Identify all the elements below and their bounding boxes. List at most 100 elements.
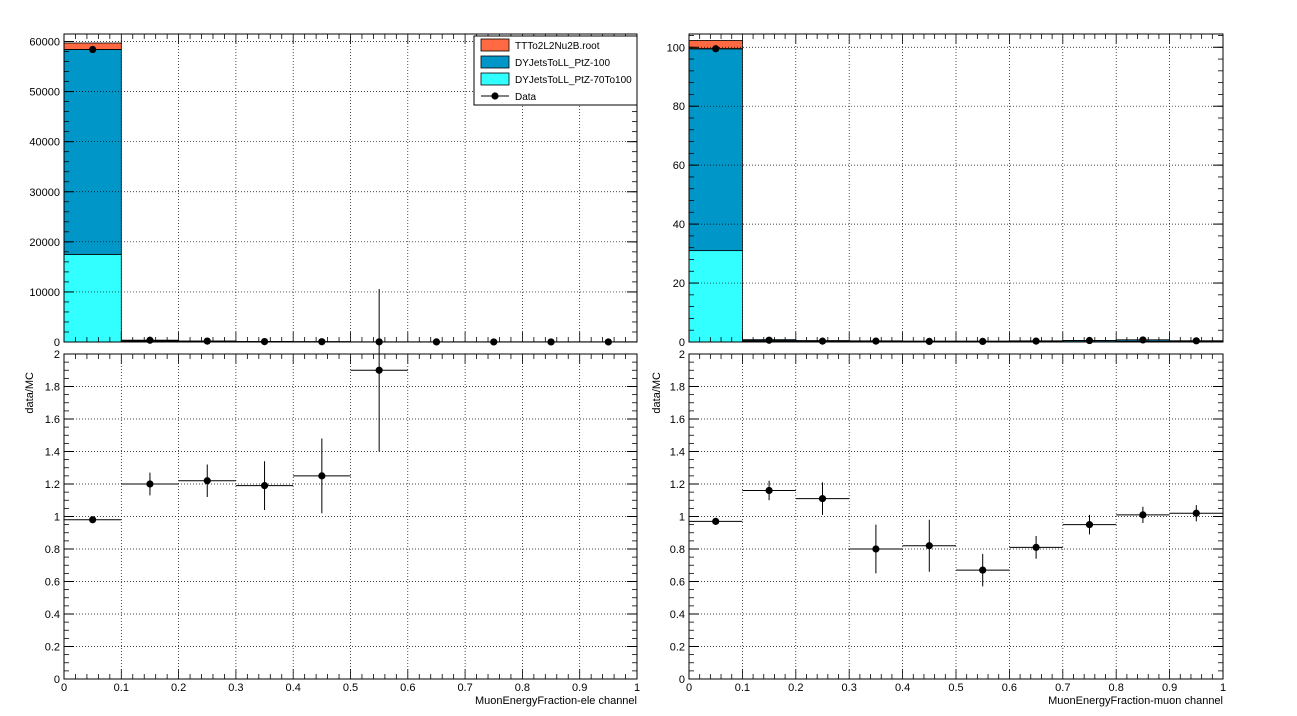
xtick-label-ratio: 1	[1220, 682, 1226, 694]
y-axis-title: data/MC	[24, 372, 36, 414]
ytick-label-ratio: 1.8	[670, 382, 685, 394]
xtick-label-ratio: 0	[686, 682, 692, 694]
legend-swatch-0	[480, 38, 510, 52]
ytick-label-ratio: 1	[679, 512, 685, 524]
ytick-label-top: 50000	[29, 87, 60, 99]
data-point-top	[979, 337, 987, 346]
ytick-label-ratio: 1.2	[45, 479, 60, 491]
xtick-label-ratio: 0.5	[343, 682, 358, 694]
xtick-label-ratio: 0.2	[171, 682, 186, 694]
ytick-label-top: 40000	[29, 137, 60, 149]
legend-swatch-1	[480, 55, 510, 69]
data-point-top	[1192, 337, 1200, 345]
ratio-point	[89, 516, 97, 524]
bar-0-0-0	[63, 253, 122, 343]
bar-2-1-0	[688, 48, 743, 252]
bar-0-1-0	[63, 49, 122, 255]
legend-label-2: DYJetsToLL_PtZ-70To100	[515, 75, 632, 86]
xtick-label-ratio: 0	[61, 682, 67, 694]
xtick-label-ratio: 0.8	[515, 682, 530, 694]
ytick-label-top: 20000	[29, 237, 60, 249]
data-point-top	[712, 45, 720, 53]
ytick-label-top: 80	[673, 101, 685, 113]
y-axis-title: data/MC	[651, 372, 663, 414]
xtick-label-ratio: 0.5	[948, 682, 963, 694]
data-point-top	[818, 337, 827, 345]
ratio-point	[765, 486, 773, 495]
bar-2-0-0	[688, 250, 743, 343]
data-point-top	[89, 45, 97, 54]
ytick-label-ratio: 0.2	[670, 642, 685, 654]
ratio-point	[1192, 509, 1200, 517]
ytick-label-ratio: 0.6	[45, 577, 60, 589]
ytick-label-ratio: 1.6	[45, 414, 60, 426]
ytick-label-top: 0	[54, 337, 60, 349]
data-point-top	[872, 337, 880, 345]
xtick-label-ratio: 0.8	[1109, 682, 1124, 694]
legend-label-0: TTTo2L2Nu2B.root	[515, 41, 600, 52]
ytick-label-ratio: 1.4	[45, 447, 60, 459]
ytick-label-ratio: 1.8	[45, 382, 60, 394]
data-point-top	[490, 338, 498, 346]
ytick-label-top: 60	[673, 160, 685, 172]
ytick-label-top: 10000	[29, 287, 60, 299]
ratio-point	[818, 495, 827, 503]
ytick-label-ratio: 2	[54, 349, 60, 361]
xtick-label-ratio: 1	[634, 682, 640, 694]
data-point-top	[1032, 337, 1040, 345]
ytick-label-ratio: 1	[54, 512, 60, 524]
x-axis-title: MuonEnergyFraction-ele channel	[475, 695, 637, 707]
xtick-label-ratio: 0.3	[842, 682, 857, 694]
data-point-top	[765, 336, 773, 344]
xtick-label-ratio: 0.6	[1002, 682, 1017, 694]
data-point-top	[432, 338, 441, 346]
ytick-label-ratio: 1.2	[670, 479, 685, 491]
xtick-label-ratio: 0.1	[114, 682, 129, 694]
legend-label-1: DYJetsToLL_PtZ-100	[515, 58, 610, 69]
data-point-top	[146, 336, 154, 344]
xtick-label-ratio: 0.7	[1055, 682, 1070, 694]
data-point-top	[203, 337, 211, 345]
ratio-point	[925, 542, 933, 550]
ytick-label-top: 40	[673, 219, 685, 231]
ratio-point	[1032, 543, 1040, 551]
ratio-point	[872, 545, 880, 553]
ratio-point	[1139, 511, 1147, 519]
ytick-label-ratio: 0.8	[45, 544, 60, 556]
xtick-label-ratio: 0.4	[895, 682, 910, 694]
xtick-label-ratio: 0.2	[788, 682, 803, 694]
ytick-label-top: 20	[673, 278, 685, 290]
ytick-label-top: 0	[679, 337, 685, 349]
ytick-label-ratio: 1.4	[670, 447, 685, 459]
ratio-point	[979, 566, 987, 574]
ytick-label-ratio: 0.4	[45, 609, 60, 621]
ytick-label-top: 100	[667, 42, 685, 54]
data-point-top	[1139, 336, 1147, 344]
data-point-top	[260, 337, 269, 346]
ytick-label-top: 30000	[29, 187, 60, 199]
ratio-point	[203, 477, 211, 485]
ytick-label-ratio: 0	[54, 674, 60, 686]
ytick-label-ratio: 1.6	[670, 414, 685, 426]
legend-swatch-2	[480, 72, 510, 86]
xtick-label-ratio: 0.9	[572, 682, 587, 694]
legend-marker-data	[491, 92, 499, 100]
ytick-label-ratio: 0.2	[45, 642, 60, 654]
data-point-top	[318, 338, 326, 346]
ytick-label-ratio: 0.6	[670, 577, 685, 589]
ratio-point	[318, 472, 326, 480]
xtick-label-ratio: 0.9	[1162, 682, 1177, 694]
ratio-point	[260, 482, 269, 490]
data-point-top	[547, 338, 555, 346]
xtick-label-ratio: 0.4	[286, 682, 301, 694]
ytick-label-top: 60000	[29, 37, 60, 49]
xtick-label-ratio: 0.7	[457, 682, 472, 694]
ratio-point	[146, 480, 154, 488]
ytick-label-ratio: 0.4	[670, 609, 685, 621]
xtick-label-ratio: 0.6	[400, 682, 415, 694]
legend-label-3: Data	[515, 92, 537, 103]
ratio-point	[1085, 521, 1094, 529]
xtick-label-ratio: 0.1	[735, 682, 750, 694]
ratio-point	[712, 517, 720, 525]
